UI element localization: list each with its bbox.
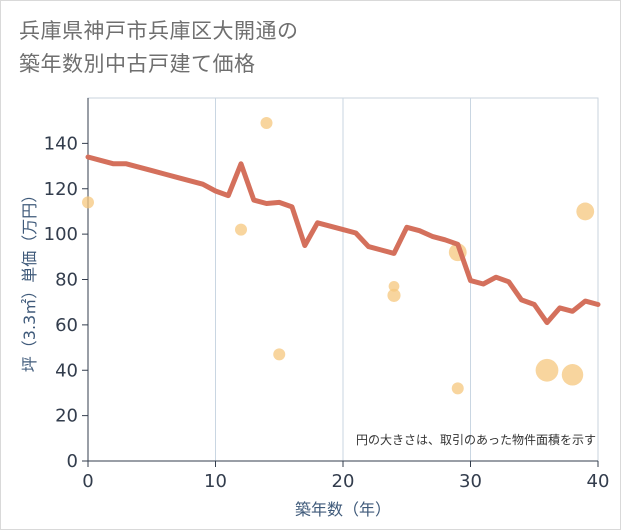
chart-title: 兵庫県神戸市兵庫区大開通の 築年数別中古戸建て価格 <box>19 15 299 81</box>
scatter-point <box>576 202 595 221</box>
x-tick-label: 20 <box>332 471 355 492</box>
y-tick-label: 120 <box>44 179 78 200</box>
y-tick-label: 100 <box>44 224 78 245</box>
y-axis-title: 坪（3.3㎡）単価（万円） <box>20 187 39 372</box>
chart-title-line-1: 兵庫県神戸市兵庫区大開通の <box>19 19 299 43</box>
y-tick-label: 60 <box>55 315 78 336</box>
x-tick-label: 30 <box>459 471 482 492</box>
scatter-point <box>235 223 247 236</box>
y-tick-label: 140 <box>44 133 78 154</box>
scatter-point <box>535 358 559 382</box>
y-tick-label: 0 <box>67 451 78 472</box>
x-tick-label: 40 <box>587 471 610 492</box>
scatter-point <box>82 196 94 209</box>
scatter-point <box>451 382 464 395</box>
x-tick-label: 0 <box>82 471 93 492</box>
average-price-line <box>85 154 601 326</box>
y-tick-label: 40 <box>55 360 78 381</box>
scatter-point <box>273 348 286 361</box>
y-tick-label: 80 <box>55 270 78 291</box>
y-tick-label: 20 <box>55 406 78 427</box>
scatter-point <box>561 364 584 386</box>
scatter-point <box>387 288 401 302</box>
chart-title-line-2: 築年数別中古戸建て価格 <box>19 52 256 76</box>
size-note: 円の大きさは、取引のあった物件面積を示す <box>356 432 596 447</box>
scatter-point <box>260 116 273 129</box>
x-tick-label: 10 <box>204 471 227 492</box>
scatter-point <box>388 280 400 292</box>
x-axis-title: 築年数（年） <box>295 500 391 519</box>
